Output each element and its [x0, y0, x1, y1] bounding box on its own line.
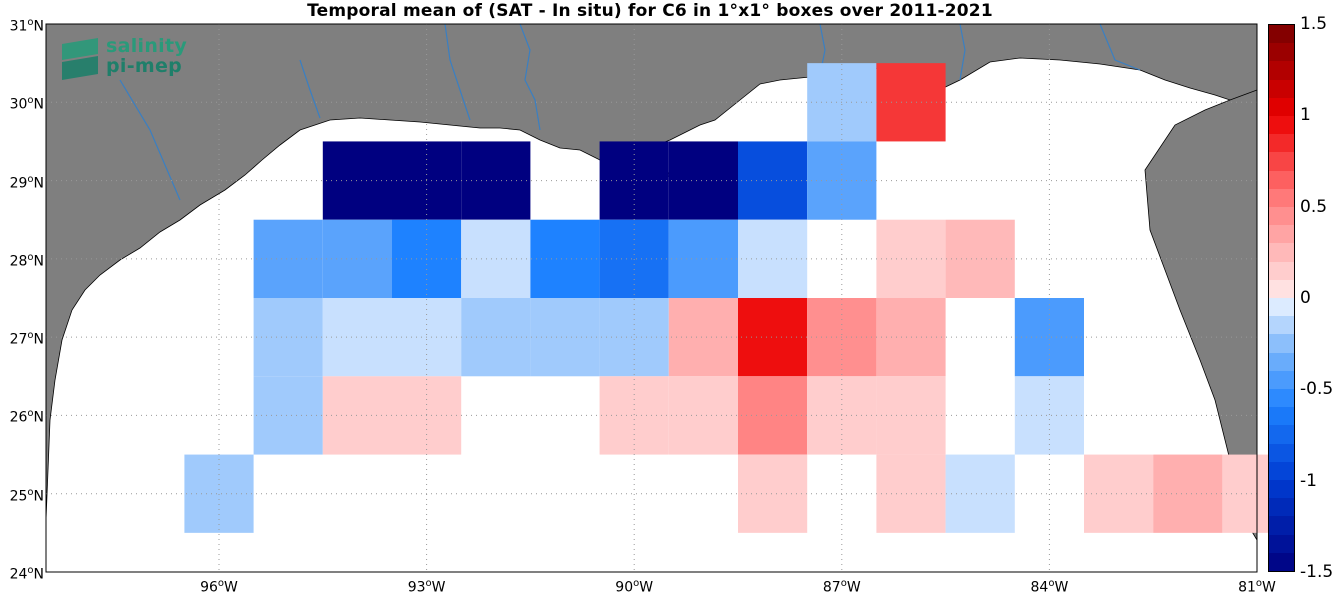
- river-suwannee: [1099, 23, 1141, 71]
- river-group: [119, 23, 1141, 201]
- lon-tick-label: 81oW: [1238, 578, 1276, 596]
- lon-tick-label: 87oW: [822, 578, 861, 596]
- heatmap-cell: [945, 454, 1015, 533]
- heatmap-cell: [461, 298, 531, 377]
- heatmap-cell: [322, 219, 392, 298]
- heatmap-cells: [184, 63, 1292, 533]
- colorbar-tick-label: 0.5: [1300, 196, 1328, 217]
- colorbar-segment: [1269, 243, 1294, 263]
- colorbar-segment: [1269, 370, 1294, 390]
- colorbar-segment: [1269, 498, 1294, 517]
- colorbar-tick-label: -0.5: [1300, 379, 1334, 400]
- heatmap-cell: [738, 141, 808, 220]
- map-frame: [45, 23, 1258, 573]
- heatmap-cell: [322, 298, 392, 377]
- lat-tick-label: 28oN: [9, 251, 44, 270]
- lat-tick-label: 26oN: [9, 408, 44, 427]
- heatmap-cell: [253, 376, 323, 455]
- figure-title: Temporal mean of (SAT - In situ) for C6 …: [307, 1, 993, 21]
- colorbar-segment: [1269, 225, 1294, 244]
- heatmap-cell: [1084, 454, 1154, 533]
- colorbar-segment: [1269, 188, 1294, 208]
- lat-tick-label: 24oN: [9, 565, 44, 583]
- colorbar-segment: [1269, 152, 1294, 172]
- colorbar-segment: [1269, 170, 1294, 190]
- colorbar-segment: [1269, 461, 1294, 481]
- colorbar-segment: [1269, 443, 1294, 463]
- lat-tick-label: 31oN: [9, 17, 44, 35]
- colorbar-segment: [1269, 298, 1294, 317]
- heatmap-cell: [738, 454, 808, 533]
- heatmap-cell: [530, 298, 600, 377]
- river-texas: [119, 79, 181, 201]
- colorbar-segment: [1269, 61, 1294, 81]
- lat-tick-label: 30oN: [9, 95, 44, 113]
- river-sabine: [299, 59, 321, 119]
- heatmap-cell: [668, 376, 738, 455]
- colorbar-tick-label: 1.5: [1300, 14, 1328, 34]
- lon-tick-label: 96oW: [200, 578, 238, 596]
- colorbar-segment: [1269, 425, 1294, 445]
- colorbar-segment: [1269, 279, 1294, 299]
- colorbar-segment: [1269, 480, 1294, 499]
- colorbar-segment: [1269, 79, 1294, 99]
- logo-text-line2: pi-mep: [106, 55, 183, 77]
- heatmap-cell: [668, 298, 738, 377]
- colorbar-segment: [1269, 43, 1294, 62]
- colorbar-segment: [1269, 316, 1294, 335]
- river-atchafalaya: [444, 23, 471, 121]
- colorbar-segment: [1269, 352, 1294, 372]
- heatmap-cell: [599, 219, 669, 298]
- river-apalachicola: [959, 23, 966, 81]
- heatmap-cell: [253, 298, 323, 377]
- colorbar-tick-label: -1.5: [1300, 562, 1334, 582]
- colorbar-segment: [1269, 207, 1294, 226]
- colorbar: [1268, 24, 1295, 572]
- colorbar-tick-label: 1: [1300, 105, 1311, 126]
- heatmap-cell: [945, 219, 1015, 298]
- heatmap-cell: [1014, 376, 1084, 455]
- heatmap-cell: [599, 141, 669, 220]
- colorbar-segment: [1269, 334, 1294, 354]
- heatmap-cell: [1153, 454, 1223, 533]
- colorbar-segment: [1269, 552, 1294, 572]
- colorbar-segment: [1269, 516, 1294, 536]
- logo-mark-icon: [62, 38, 98, 80]
- heatmap-cell: [530, 219, 600, 298]
- lat-tick-label: 27oN: [9, 330, 44, 348]
- river-mississippi: [519, 23, 541, 131]
- lon-tick-label: 90oW: [615, 578, 654, 596]
- logo-text-line1: salinity: [106, 35, 188, 57]
- colorbar-segment: [1269, 389, 1294, 408]
- colorbar-segment: [1269, 261, 1294, 281]
- heatmap-cell: [461, 141, 531, 220]
- lat-tick-label: 25oN: [9, 486, 44, 505]
- lat-tick-label: 29oN: [9, 173, 44, 192]
- heatmap-cell: [738, 298, 808, 377]
- colorbar-segment: [1269, 534, 1294, 554]
- heatmap-cell: [461, 219, 531, 298]
- heatmap-cell: [668, 219, 738, 298]
- colorbar-segment: [1269, 97, 1294, 117]
- heatmap-cell: [184, 454, 254, 533]
- heatmap-cell: [738, 376, 808, 455]
- lon-tick-label: 84oW: [1030, 578, 1069, 596]
- colorbar-segment: [1269, 25, 1294, 44]
- lon-tick-label: 93oW: [407, 578, 446, 596]
- heatmap-cell: [668, 141, 738, 220]
- colorbar-segment: [1269, 407, 1294, 426]
- heatmap-cell: [253, 219, 323, 298]
- heatmap-cell: [599, 376, 669, 455]
- heatmap-cell: [322, 376, 392, 455]
- heatmap-cell: [738, 219, 808, 298]
- salinity-pimep-logo: salinity pi-mep: [58, 34, 198, 84]
- colorbar-tick-label: -1: [1300, 470, 1317, 491]
- heatmap-cell: [322, 141, 392, 220]
- colorbar-segment: [1269, 134, 1294, 153]
- colorbar-segment: [1269, 116, 1294, 135]
- colorbar-tick-label: 0: [1300, 288, 1311, 308]
